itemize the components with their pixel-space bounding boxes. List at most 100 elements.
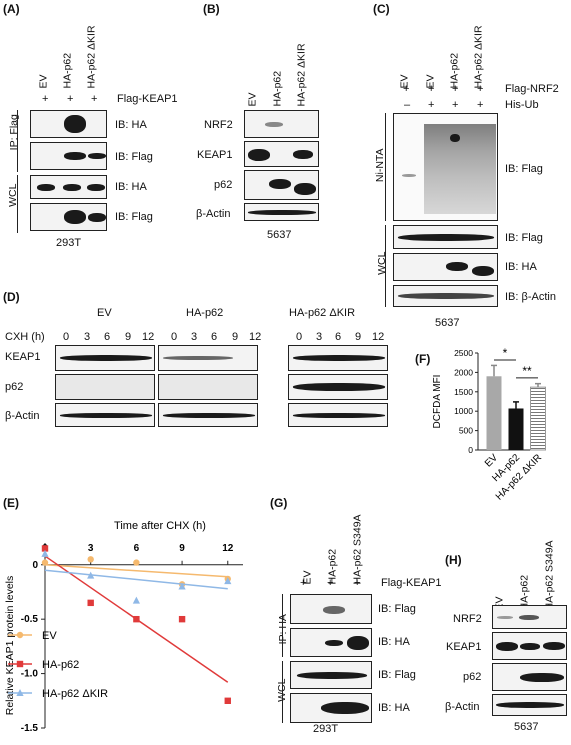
band [347, 636, 369, 650]
plus-mark: + [452, 99, 459, 111]
blot [290, 594, 372, 624]
ib-label: IB: HA [378, 636, 410, 648]
y-axis-title: Relative KEAP1 protein levels [4, 576, 16, 716]
blot [393, 253, 498, 281]
blot [30, 142, 107, 170]
row-label: β-Actin [196, 208, 231, 220]
time-tick: 0 [63, 331, 70, 343]
time-tick: 0 [296, 331, 303, 343]
band [265, 122, 283, 127]
band [64, 152, 86, 160]
group-label: IP: HA [277, 604, 289, 654]
band [450, 134, 460, 142]
y-tick-label: 1000 [454, 406, 473, 416]
time-tick: 12 [249, 331, 262, 343]
panel-h-label: (H) [445, 553, 462, 567]
blot [290, 661, 372, 689]
data-point [133, 559, 140, 566]
bar [530, 386, 546, 451]
blot [288, 403, 388, 427]
cell-line: 293T [56, 237, 82, 249]
y-tick-label: 2500 [454, 348, 473, 358]
ib-label: IB: HA [115, 119, 147, 131]
y-tick-label: -1.0 [21, 669, 39, 680]
blot [158, 345, 258, 371]
ib-label: IB: Flag [505, 232, 543, 244]
band [543, 642, 565, 650]
time-tick: 3 [191, 331, 198, 343]
blot [492, 605, 567, 629]
y-tick-label: 0 [468, 445, 473, 455]
group-label: HA-p62 [186, 307, 224, 319]
y-axis-title: DCFDA MFI [432, 375, 443, 429]
minus-mark: – [404, 99, 411, 111]
data-point [41, 545, 49, 552]
blot [30, 203, 107, 231]
row-label: p62 [214, 179, 233, 191]
blot [55, 374, 155, 400]
ib-label: IB: β-Actin [505, 291, 556, 303]
lane-label: HA-p62 [61, 52, 74, 89]
band [293, 413, 385, 418]
data-point [87, 599, 94, 607]
band [398, 293, 494, 299]
blot [158, 403, 258, 427]
band [446, 262, 468, 271]
lane-label: HA-p62 S349A [351, 514, 364, 585]
band [325, 640, 343, 646]
blot [55, 345, 155, 371]
time-tick: 12 [142, 331, 155, 343]
cell-line: 293T [313, 723, 339, 735]
legend-marker [16, 631, 24, 639]
plus-mark: + [354, 577, 361, 589]
data-point [224, 577, 232, 585]
plus-mark: + [91, 93, 98, 105]
blot [288, 345, 388, 371]
time-tick: 3 [316, 331, 323, 343]
band [293, 355, 385, 361]
ib-label: IB: HA [115, 181, 147, 193]
ib-label: IB: Flag [378, 669, 416, 681]
band [88, 213, 106, 222]
lane-label: EV [37, 74, 50, 89]
blot [158, 374, 258, 400]
row-label: NRF2 [453, 613, 482, 625]
data-point [87, 571, 95, 579]
plus-mark: + [428, 99, 435, 111]
blot [30, 110, 107, 138]
blot [244, 170, 319, 200]
panel-c-label: (C) [373, 2, 390, 16]
fit-line [44, 569, 228, 590]
time-tick: 9 [232, 331, 239, 343]
band [88, 153, 106, 159]
y-tick-label: 500 [459, 426, 473, 436]
row-label: KEAP1 [5, 351, 41, 363]
data-point [133, 615, 140, 623]
band [496, 642, 518, 651]
plus-mark: + [327, 577, 334, 589]
ib-label: IB: Flag [378, 603, 416, 615]
group-bracket [17, 175, 18, 233]
blot [492, 694, 567, 716]
cell-line: 5637 [267, 229, 292, 241]
data-point [178, 615, 186, 623]
plus-mark: + [403, 83, 410, 95]
band [496, 702, 564, 708]
bar [486, 376, 502, 450]
plus-mark: + [67, 93, 74, 105]
band [520, 643, 540, 650]
band [64, 210, 86, 224]
category-label: EV [483, 452, 500, 469]
band [398, 234, 494, 241]
fit-line [44, 564, 228, 578]
blot [492, 663, 567, 691]
band [163, 356, 233, 360]
band [293, 150, 313, 159]
plus-mark: + [42, 93, 49, 105]
lane-label: HA-p62 [271, 70, 284, 107]
time-tick: 6 [335, 331, 342, 343]
group-bracket [385, 225, 386, 307]
ib-label: IB: Flag [115, 211, 153, 223]
data-point [41, 549, 49, 557]
band [248, 149, 270, 161]
